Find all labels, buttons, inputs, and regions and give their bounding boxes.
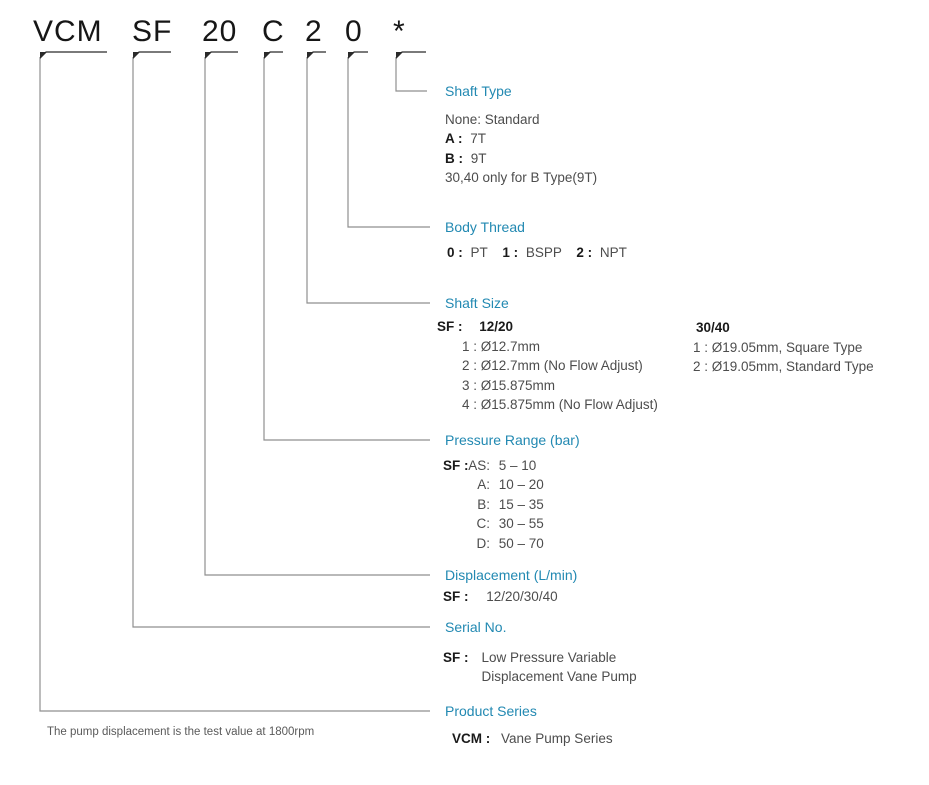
shaft-size-right-row-2: 2 : Ø19.05mm, Standard Type — [693, 359, 874, 375]
body-thread-pair-2-value: NPT — [599, 245, 627, 260]
pressure-range-row-d-value: 50 – 70 — [498, 535, 544, 551]
body-thread-pair-0: 0 : PT — [447, 245, 491, 260]
product-series-key: VCM : — [452, 731, 491, 746]
pressure-range-row-b: B: 15 – 35 — [459, 495, 544, 514]
code-segment-shaft-size: 2 — [305, 15, 323, 48]
shaft-type-row-a-value: 7T — [470, 131, 487, 147]
shaft-size-label: Shaft Size — [445, 295, 509, 311]
shaft-type-label: Shaft Type — [445, 83, 512, 99]
pressure-range-row-as-key: AS: — [468, 458, 490, 473]
body-thread-pair-1-value: BSPP — [525, 245, 562, 260]
shaft-type-content: None: Standard A : 7T B : 9T 30,40 only … — [445, 110, 597, 188]
shaft-type-row-b-value: 9T — [470, 150, 487, 166]
shaft-type-row-b-key: B : — [445, 150, 463, 166]
serial-no-key: SF : — [443, 650, 469, 665]
pressure-range-row-c-value: 30 – 55 — [498, 516, 544, 532]
shaft-type-row-a: A : 7T — [445, 129, 597, 148]
code-segment-pressure: C — [262, 15, 285, 48]
shaft-size-left-title: 12/20 — [479, 319, 514, 334]
connector-shaft-size — [306, 51, 430, 304]
connector-pressure-range — [263, 51, 430, 441]
product-series-value: Vane Pump Series — [501, 731, 613, 746]
shaft-size-right-row-1: 1 : Ø19.05mm, Square Type — [693, 340, 863, 355]
pressure-range-key: SF : — [443, 458, 469, 473]
connector-shaft-type — [395, 51, 427, 92]
code-segment-serial: SF — [132, 15, 173, 48]
pressure-range-row-c: C: 30 – 55 — [459, 514, 544, 533]
pressure-range-row-as-value: 5 – 10 — [498, 458, 537, 473]
shaft-size-left-header: SF : 12/20 — [437, 317, 513, 336]
code-segment-displacement: 20 — [202, 15, 238, 48]
shaft-type-none-line: None: Standard — [445, 112, 540, 127]
body-thread-pair-0-value: PT — [470, 245, 488, 260]
code-segment-shaft-type: * — [393, 15, 406, 48]
pressure-range-row-b-key: B: — [477, 496, 490, 512]
shaft-size-left-rows: 1 : Ø12.7mm 2 : Ø12.7mm (No Flow Adjust)… — [462, 337, 658, 415]
displacement-value: 12/20/30/40 — [486, 589, 558, 604]
pressure-range-row-a: A: 10 – 20 — [459, 475, 544, 494]
shaft-size-right-title: 30/40 — [696, 320, 730, 335]
serial-no-label: Serial No. — [445, 619, 507, 635]
shaft-size-right-rows: 1 : Ø19.05mm, Square Type 2 : Ø19.05mm, … — [693, 338, 874, 377]
shaft-size-left-row-2: 2 : Ø12.7mm (No Flow Adjust) — [462, 358, 643, 374]
shaft-type-row-b: B : 9T — [445, 149, 597, 168]
serial-no-value-line1: Low Pressure Variable — [481, 650, 617, 665]
product-series-content: VCM : Vane Pump Series — [452, 729, 613, 748]
shaft-size-left-row-1: 1 : Ø12.7mm — [462, 339, 541, 354]
shaft-type-row-a-key: A : — [445, 131, 463, 147]
connector-displacement — [204, 51, 430, 576]
displacement-content: SF : 12/20/30/40 — [443, 587, 558, 606]
code-segment-series: VCM — [33, 15, 103, 48]
serial-no-value: Low Pressure Variable Displacement Vane … — [482, 648, 637, 687]
displacement-key: SF : — [443, 589, 469, 604]
serial-no-content: SF : Low Pressure Variable Displacement … — [443, 648, 637, 687]
connector-serial-no — [132, 51, 430, 628]
serial-no-value-line2: Displacement Vane Pump — [481, 669, 637, 685]
pressure-range-row-a-value: 10 – 20 — [498, 477, 544, 493]
shaft-type-note-line: 30,40 only for B Type(9T) — [445, 170, 598, 186]
shaft-size-left-row-3: 3 : Ø15.875mm — [462, 377, 556, 393]
pressure-range-row-d: D: 50 – 70 — [459, 534, 544, 553]
shaft-size-left-row-4: 4 : Ø15.875mm (No Flow Adjust) — [462, 397, 658, 413]
body-thread-pair-1-key: 1 : — [502, 245, 519, 260]
pressure-range-row-c-key: C: — [476, 516, 491, 532]
shaft-size-key: SF : — [437, 319, 463, 334]
code-segment-body-thread: 0 — [345, 15, 363, 48]
connector-body-thread — [347, 51, 430, 228]
body-thread-pair-1: 1 : BSPP — [502, 245, 565, 260]
body-thread-pair-0-key: 0 : — [447, 245, 463, 260]
body-thread-label: Body Thread — [445, 219, 525, 235]
pressure-range-row-as: AS: 5 – 10 — [459, 456, 544, 475]
body-thread-content: 0 : PT 1 : BSPP 2 : NPT — [447, 243, 638, 262]
displacement-footnote: The pump displacement is the test value … — [47, 726, 315, 738]
pressure-range-rows: AS: 5 – 10 A: 10 – 20 B: 15 – 35 C: 30 –… — [459, 456, 544, 553]
pressure-range-label: Pressure Range (bar) — [445, 432, 580, 448]
connector-product-series — [39, 51, 430, 712]
body-thread-pair-2: 2 : NPT — [576, 245, 627, 260]
pressure-range-row-b-value: 15 – 35 — [498, 496, 544, 512]
displacement-label: Displacement (L/min) — [445, 567, 578, 583]
pressure-range-row-d-key: D: — [476, 535, 491, 551]
product-series-label: Product Series — [445, 703, 537, 719]
pressure-range-row-a-key: A: — [477, 477, 490, 493]
body-thread-pair-2-key: 2 : — [576, 245, 593, 260]
